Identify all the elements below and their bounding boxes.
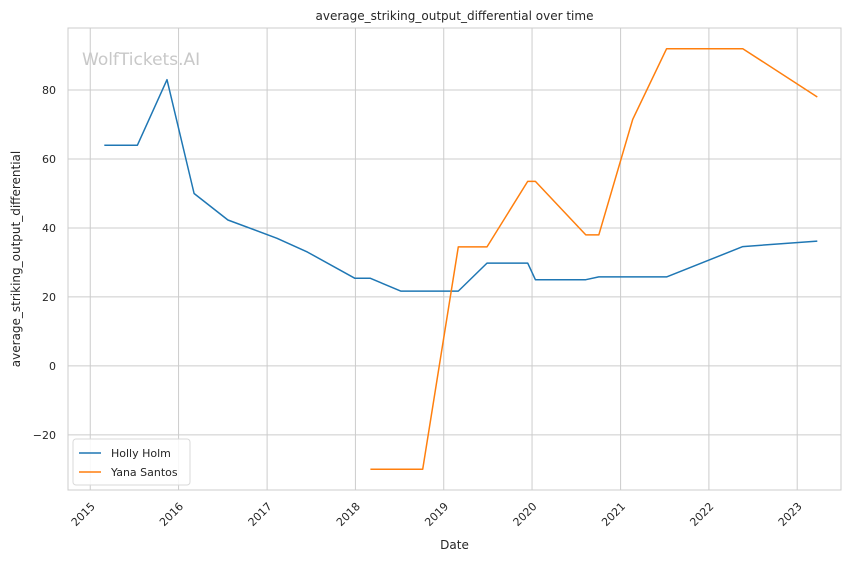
legend-box: [72, 438, 191, 486]
series-line-yana-santos: [370, 47, 818, 471]
legend-label: Holly Holm: [111, 447, 171, 460]
y-axis-ticks: −20 0 20 40 60 80: [33, 84, 56, 442]
watermark: WolfTickets.AI: [82, 50, 200, 70]
chart-title: average_striking_output_differential ove…: [316, 9, 594, 23]
y-tick-label: 0: [49, 360, 56, 373]
y-axis-label: average_striking_output_differential: [9, 151, 23, 367]
series-lines: [104, 47, 818, 471]
x-axis-label: Date: [440, 538, 469, 552]
plot-frame: [67, 27, 842, 491]
y-tick-label: −20: [33, 429, 56, 442]
y-tick-label: 80: [42, 84, 56, 97]
legend: Holly Holm Yana Santos: [72, 438, 191, 486]
gridlines: [68, 28, 841, 490]
y-tick-label: 40: [42, 222, 56, 235]
series-line-holly-holm: [104, 78, 818, 292]
plot-area: [68, 28, 841, 490]
y-tick-label: 20: [42, 291, 56, 304]
y-tick-label: 60: [42, 153, 56, 166]
legend-label: Yana Santos: [110, 466, 178, 479]
